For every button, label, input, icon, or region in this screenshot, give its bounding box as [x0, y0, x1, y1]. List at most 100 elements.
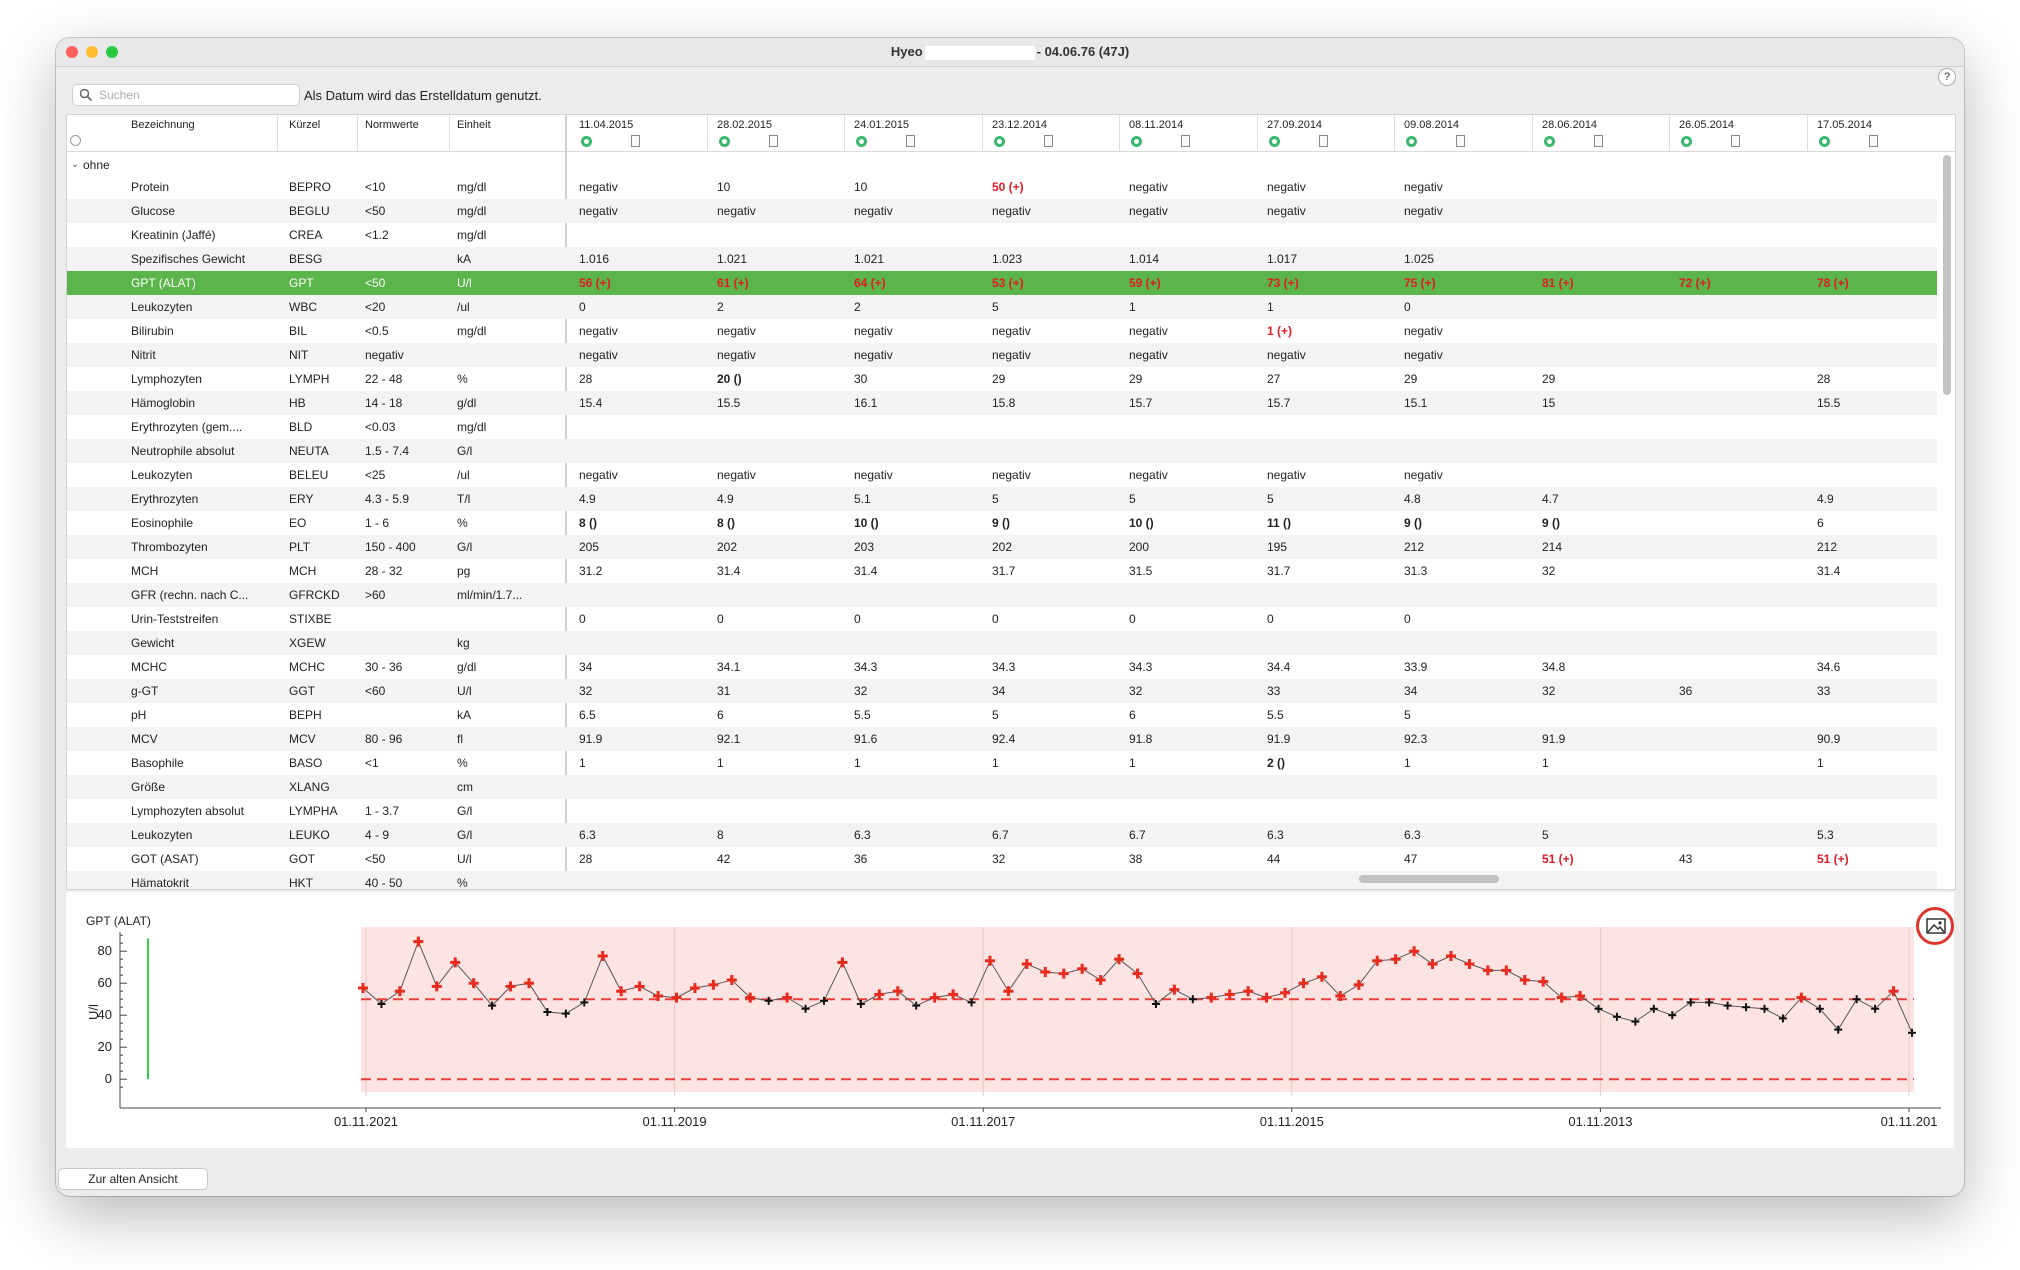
value-cell[interactable]: negativ — [1267, 348, 1306, 362]
point-within-limit[interactable] — [1631, 1017, 1640, 1026]
value-cell[interactable]: 31.7 — [992, 564, 1016, 578]
eye-icon[interactable] — [856, 136, 867, 147]
value-cell[interactable]: negativ — [854, 324, 893, 338]
document-icon[interactable] — [631, 135, 640, 147]
value-cell[interactable]: 92.1 — [717, 732, 741, 746]
value-cell[interactable]: 33.9 — [1404, 660, 1428, 674]
value-cell[interactable]: 0 — [579, 612, 586, 626]
value-cell[interactable]: 15.5 — [1817, 396, 1841, 410]
value-cell[interactable]: 29 — [1542, 372, 1556, 386]
value-cell[interactable]: 34 — [992, 684, 1006, 698]
point-within-limit[interactable] — [820, 996, 829, 1005]
value-cell[interactable]: 59 (+) — [1129, 276, 1161, 290]
point-above-limit[interactable] — [782, 992, 793, 1003]
value-cell[interactable]: 10 () — [1129, 516, 1154, 530]
document-icon[interactable] — [1181, 135, 1190, 147]
point-within-limit[interactable] — [1686, 998, 1695, 1007]
value-cell[interactable]: 31.4 — [1817, 564, 1841, 578]
value-cell[interactable]: 73 (+) — [1267, 276, 1299, 290]
value-cell[interactable]: negativ — [1129, 468, 1168, 482]
value-cell[interactable]: 6.3 — [854, 828, 871, 842]
point-within-limit[interactable] — [856, 1000, 865, 1008]
value-cell[interactable]: 91.9 — [1267, 732, 1291, 746]
table-row[interactable]: g-GT GGT <60 U/l 32 31 32 34 32 33 34 32 36 33 — [67, 679, 1937, 703]
point-within-limit[interactable] — [1151, 1000, 1160, 1008]
value-cell[interactable]: 8 () — [579, 516, 597, 530]
table-row[interactable]: GOT (ASAT) GOT <50 U/l 28 42 36 32 38 44 47 51 (+) 4… — [67, 847, 1937, 871]
point-above-limit[interactable] — [505, 981, 516, 992]
value-cell[interactable]: 32 — [854, 684, 868, 698]
value-cell[interactable]: 1.025 — [1404, 252, 1435, 266]
value-cell[interactable]: 203 — [854, 540, 875, 554]
value-cell[interactable]: 5 — [1542, 828, 1549, 842]
value-cell[interactable]: 6.7 — [992, 828, 1009, 842]
value-cell[interactable]: 91.6 — [854, 732, 878, 746]
value-cell[interactable]: 32 — [1542, 684, 1556, 698]
value-cell[interactable]: 15.8 — [992, 396, 1016, 410]
point-above-limit[interactable] — [689, 983, 700, 993]
value-cell[interactable]: 0 — [1404, 300, 1411, 314]
date-column-header[interactable]: 08.11.2014 — [1129, 119, 1184, 131]
value-cell[interactable]: 34.3 — [854, 660, 878, 674]
value-cell[interactable]: 30 — [854, 372, 868, 386]
value-cell[interactable]: 1.014 — [1129, 252, 1160, 266]
point-above-limit[interactable] — [1501, 965, 1512, 976]
point-above-limit[interactable] — [468, 978, 479, 989]
value-cell[interactable]: 34 — [579, 660, 593, 674]
header-name[interactable]: Bezeichnung — [131, 119, 195, 131]
table-row[interactable]: Kreatinin (Jaffé) CREA <1.2 mg/dl — [67, 223, 1937, 247]
point-above-limit[interactable] — [1058, 968, 1069, 979]
value-cell[interactable]: 1 — [1129, 756, 1136, 770]
table-row[interactable]: Eosinophile EO 1 - 6% 8 () 8 () 10 () 9 () 10 (… — [67, 511, 1937, 535]
value-cell[interactable]: 33 — [1817, 684, 1831, 698]
value-cell[interactable]: negativ — [717, 348, 756, 362]
point-above-limit[interactable] — [431, 981, 442, 992]
point-within-limit[interactable] — [1188, 995, 1197, 1004]
point-above-limit[interactable] — [1298, 978, 1309, 989]
help-button[interactable]: ? — [1938, 68, 1956, 86]
value-cell[interactable]: 34.6 — [1817, 660, 1841, 674]
value-cell[interactable]: 34.1 — [717, 660, 741, 674]
table-row[interactable]: MCHC MCHC 30 - 36 g/dl 34 34.1 34.3 34.3 34.3 34.… — [67, 655, 1937, 679]
value-cell[interactable]: negativ — [992, 348, 1031, 362]
value-cell[interactable]: 15.4 — [579, 396, 603, 410]
value-cell[interactable]: 51 (+) — [1817, 852, 1849, 866]
table-row[interactable]: Erythrozyten (gem.... BLD <0.03 mg/dl — [67, 415, 1937, 439]
value-cell[interactable]: 15.7 — [1129, 396, 1153, 410]
point-above-limit[interactable] — [597, 951, 608, 961]
point-above-limit[interactable] — [1556, 992, 1567, 1003]
point-above-limit[interactable] — [1372, 955, 1383, 966]
export-image-button[interactable] — [1916, 907, 1956, 947]
point-within-limit[interactable] — [377, 1000, 386, 1008]
point-above-limit[interactable] — [1316, 971, 1327, 982]
point-above-limit[interactable] — [948, 989, 959, 1000]
point-within-limit[interactable] — [912, 1001, 921, 1010]
table-row[interactable]: Urin-Teststreifen STIXBE 0 0 0 0 0 0 0 — [67, 607, 1937, 631]
value-cell[interactable]: 214 — [1542, 540, 1563, 554]
eye-icon[interactable] — [1819, 136, 1830, 147]
value-cell[interactable]: negativ — [854, 204, 893, 218]
table-row[interactable]: Glucose BEGLU <50 mg/dl negativ negativ negati… — [67, 199, 1937, 223]
point-within-limit[interactable] — [1760, 1004, 1769, 1013]
value-cell[interactable]: 42 — [717, 852, 731, 866]
point-within-limit[interactable] — [1705, 998, 1714, 1007]
point-above-limit[interactable] — [1482, 965, 1493, 976]
point-above-limit[interactable] — [616, 986, 627, 997]
value-cell[interactable]: 53 (+) — [992, 276, 1024, 290]
value-cell[interactable]: 15 — [1542, 396, 1556, 410]
value-cell[interactable]: 29 — [1404, 372, 1418, 386]
value-cell[interactable]: negativ — [579, 468, 618, 482]
eye-icon[interactable] — [994, 136, 1005, 147]
value-cell[interactable]: 6.3 — [1267, 828, 1284, 842]
minimize-window-button[interactable] — [86, 46, 98, 58]
value-cell[interactable]: 5 — [1404, 708, 1411, 722]
value-cell[interactable]: 4.7 — [1542, 492, 1559, 506]
point-above-limit[interactable] — [358, 983, 368, 993]
value-cell[interactable]: 212 — [1404, 540, 1425, 554]
date-column-header[interactable]: 09.08.2014 — [1404, 119, 1460, 131]
value-cell[interactable]: 5.5 — [854, 708, 871, 722]
point-above-limit[interactable] — [1335, 991, 1346, 1001]
value-cell[interactable]: 5.5 — [1267, 708, 1284, 722]
value-cell[interactable]: 1 — [717, 756, 724, 770]
value-cell[interactable]: 6 — [1817, 516, 1824, 530]
